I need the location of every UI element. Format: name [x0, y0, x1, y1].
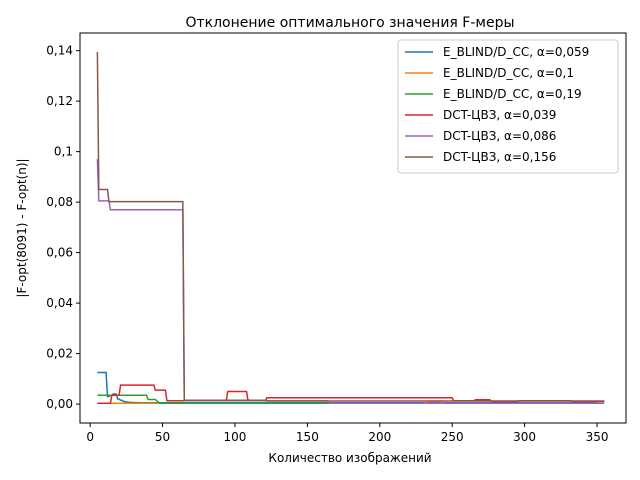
x-tick-label: 350	[586, 430, 609, 444]
legend-box	[397, 39, 619, 174]
y-axis: 0,00 0,02 0,04 0,06 0,08 0,1 0,12 0,14	[46, 44, 80, 411]
y-tick-label: 0,12	[46, 94, 73, 108]
y-tick-label: 0,02	[46, 347, 73, 361]
chart-title: Отклонение оптимального значения F-меры	[185, 15, 514, 31]
x-tick-label: 250	[441, 430, 464, 444]
legend-label-4: DCT-ЦВЗ, α=0,039	[443, 108, 556, 122]
y-tick-label: 0,06	[46, 246, 73, 260]
x-tick-label: 300	[513, 430, 536, 444]
y-tick-label: 0,04	[46, 296, 73, 310]
y-tick-label: 0,1	[54, 145, 73, 159]
legend-label-3: E_BLIND/D_CC, α=0,19	[443, 87, 582, 101]
x-axis-label: Количество изображений	[268, 451, 431, 465]
y-axis-label: |F-opt(8091) - F-opt(n)|	[15, 158, 29, 297]
legend: E_BLIND/D_CC, α=0,059 E_BLIND/D_CC, α=0,1…	[397, 39, 619, 174]
plot-area: 0 50 100 150 200 250 300 350 0,000,020,040,060,…	[46, 32, 627, 444]
legend-label-6: DCT-ЦВЗ, α=0,156	[443, 150, 556, 164]
plot-frame	[79, 32, 627, 424]
y-tick-label: 0,00	[46, 397, 73, 411]
y-tick-label: 0,08	[46, 195, 73, 209]
series-layer	[96, 51, 605, 405]
x-tick-label: 0	[86, 430, 94, 444]
x-tick-label: 50	[155, 430, 170, 444]
series-line-6	[96, 51, 605, 402]
x-tick-label: 100	[224, 430, 247, 444]
x-tick-label: 150	[296, 430, 319, 444]
x-tick-label: 200	[368, 430, 391, 444]
legend-label-1: E_BLIND/D_CC, α=0,059	[443, 45, 589, 59]
x-axis: 0 50 100 150 200 250 300 350	[86, 423, 608, 444]
series-line-5	[96, 159, 605, 405]
y-tick-label: 0,14	[46, 44, 73, 58]
legend-label-2: E_BLIND/D_CC, α=0,1	[443, 66, 574, 80]
legend-label-5: DCT-ЦВЗ, α=0,086	[443, 129, 556, 143]
